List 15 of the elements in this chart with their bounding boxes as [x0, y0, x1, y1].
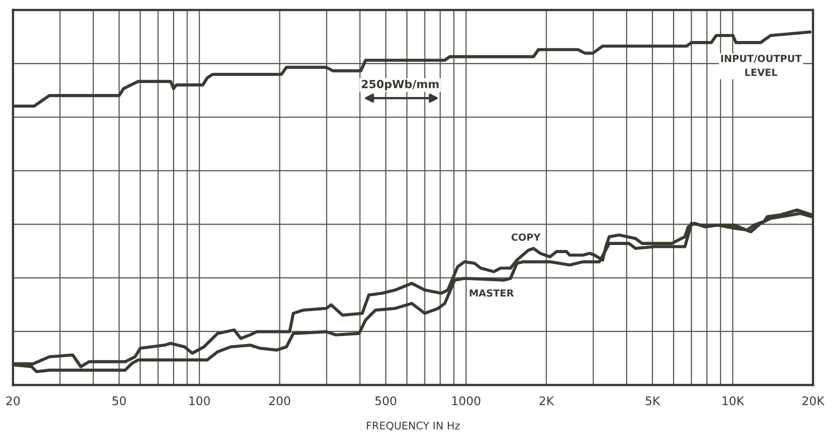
- x-tick-label: 1000: [452, 396, 480, 406]
- x-tick-label: 500: [375, 396, 396, 406]
- annotation: 250pWb/mm: [362, 80, 439, 90]
- series-label: COPY: [512, 233, 541, 241]
- series-label: INPUT/OUTPUT LEVEL: [721, 54, 802, 76]
- x-tick-label: 2K: [540, 396, 554, 406]
- x-tick-label: 20: [6, 396, 20, 406]
- x-tick-label: 200: [269, 396, 290, 406]
- series-label: MASTER: [470, 289, 514, 297]
- x-tick-label: 50: [112, 396, 126, 406]
- x-tick-label: 10K: [722, 396, 744, 406]
- x-tick-label: 20K: [802, 396, 825, 406]
- x-axis-title: FREQUENCY IN Hz: [366, 422, 460, 431]
- x-tick-label: 100: [189, 396, 210, 406]
- x-tick-label: 5K: [646, 396, 660, 406]
